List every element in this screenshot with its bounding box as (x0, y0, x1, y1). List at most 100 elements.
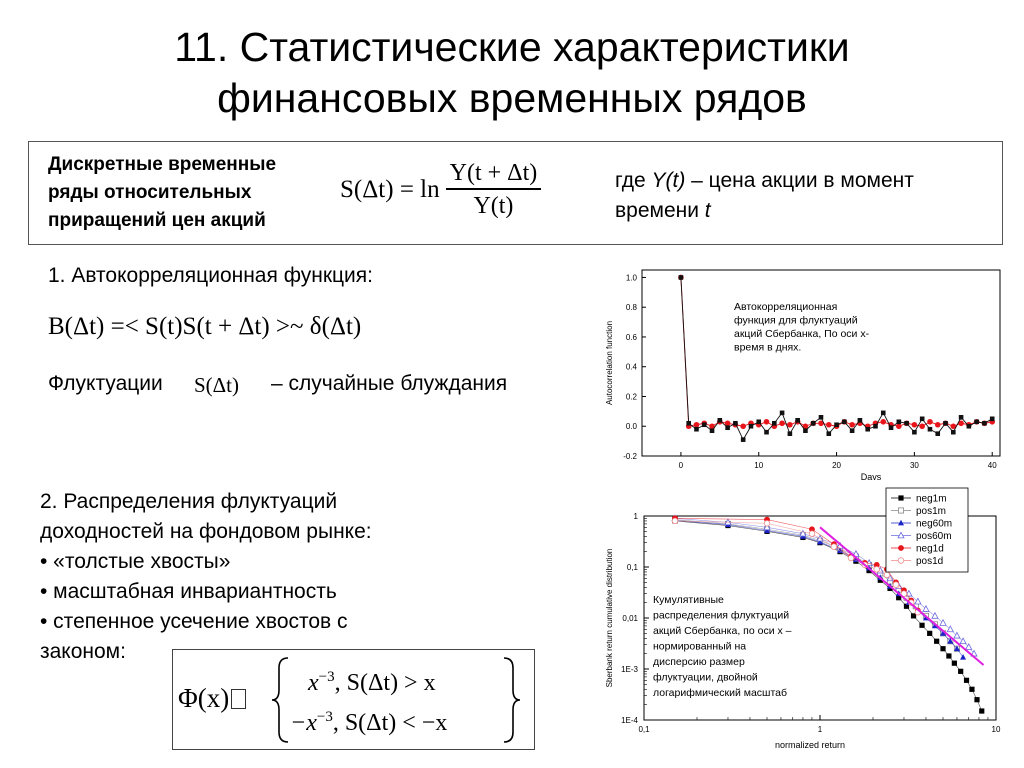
data-point-neg60m (960, 654, 967, 660)
x-tick-label: 0,1 (638, 725, 650, 734)
data-point-black (733, 420, 738, 426)
data-point-black (919, 416, 925, 422)
data-point-pos60m (922, 604, 930, 612)
data-point-red (724, 420, 731, 427)
y-tick-label: 1 (634, 512, 639, 521)
data-point-black (686, 420, 691, 426)
data-point-pos1d (808, 530, 816, 537)
case-2-condition: , S(Δt) < −x (332, 710, 448, 736)
data-point-neg60m (931, 622, 938, 629)
distribution-text: 2. Распределения флуктуаций доходностей … (40, 487, 372, 667)
annotation-background (650, 589, 850, 707)
data-point-black (958, 415, 964, 420)
data-point-neg1m (896, 595, 902, 601)
x-tick-label: 1 (818, 725, 823, 734)
bullet-power-truncation: • степенное усечение хвостов с (40, 610, 348, 633)
data-point-pos60m (953, 631, 961, 639)
price-definition-text: где (615, 169, 652, 192)
case-1-condition: , S(Δt) > x (334, 670, 436, 696)
legend-marker (897, 531, 905, 539)
data-point-black (756, 419, 762, 425)
data-point-black (787, 431, 793, 436)
chart-annotation-line: распределения флуктуаций (653, 610, 789, 622)
legend-label: neg1d (916, 544, 944, 555)
data-point-red (950, 423, 957, 430)
data-point-red (763, 418, 770, 425)
legend-label: pos1d (916, 556, 943, 567)
fraction-bar (445, 188, 542, 190)
random-walk-text: – случайные блуждания (271, 372, 508, 395)
distribution-heading-line: доходностей на фондовом рынке: (40, 520, 372, 543)
data-point-red (911, 421, 918, 428)
data-point-pos60m (965, 642, 973, 650)
x-axis-label: Days (861, 472, 882, 480)
time-variable: t (704, 199, 711, 222)
data-point-pos60m (959, 637, 967, 645)
data-point-black (826, 431, 832, 436)
left-brace (271, 657, 289, 743)
legend-label: pos1m (916, 506, 946, 517)
data-point-neg1m (934, 638, 940, 644)
data-point-neg1m (927, 630, 933, 636)
data-point-black (810, 420, 816, 426)
data-point-red (825, 421, 832, 428)
case-2-exponent: −3 (316, 709, 333, 725)
autocorrelation-formula: B(Δt) =< S(t)S(t + Δt) >~ δ(Δt) (48, 313, 362, 340)
data-point-neg1d (873, 561, 880, 568)
data-point-neg1m (910, 613, 917, 619)
returns-formula: S(Δt) = ln Y(t + Δt) Y(t) (340, 150, 542, 230)
y-tick-label: 0.0 (626, 422, 638, 431)
data-point-red (919, 423, 925, 430)
chart-annotation-line: акций Сбербанка, по оси х – (653, 625, 792, 637)
price-definition-line-1: где Y(t) – цена акции в момент (615, 166, 914, 196)
distribution-heading-line: 2. Распределения флуктуаций (40, 490, 338, 513)
y-axis-label: Autocorrelation function (605, 321, 614, 405)
x-axis-label: normalized return (775, 740, 845, 750)
y-tick-label: 0.6 (626, 333, 638, 342)
data-point-red (896, 423, 902, 430)
chart-annotation-line: логарифмический масштаб (653, 687, 787, 699)
data-point-pos1d (763, 520, 771, 527)
data-point-neg60m (953, 645, 960, 652)
data-point-red (709, 423, 715, 430)
case-2-expression: −x (290, 710, 317, 736)
distribution-law-label: законом: (40, 640, 126, 663)
autocorrelation-chart: -0.2 0.0 0.2 0.4 0.6 0.8 1.0 0 10 20 30 40 Autocorre… (605, 269, 1001, 480)
chart-annotation-line: флуктуации, двойной (653, 672, 758, 684)
data-point-black (795, 417, 800, 423)
legend-marker (897, 557, 905, 564)
data-point-neg1m (979, 708, 985, 714)
data-point-red (740, 423, 746, 430)
price-definition: где Y(t) – цена акции в момент времени t (615, 166, 914, 226)
data-point-black (982, 420, 987, 426)
chart-annotation-line: дисперсию размер (653, 656, 745, 668)
fluctuation-label: Флуктуации (48, 372, 163, 395)
data-point-red (818, 420, 824, 427)
slide-title-line-1: 11. Статистические характеристики (174, 24, 850, 70)
data-point-black (764, 429, 769, 435)
legend-label: pos60m (916, 531, 952, 542)
data-point-black (857, 417, 863, 423)
data-point-black (935, 431, 941, 436)
chart-annotation-line: Автокорреляционная (734, 301, 837, 313)
data-point-pos1d (883, 571, 891, 579)
data-point-black (974, 419, 979, 425)
data-point-black (880, 410, 886, 416)
data-point-black (694, 426, 699, 432)
autocorrelation-heading: 1. Автокорреляционная функция: (48, 264, 373, 287)
data-point-red (802, 423, 809, 430)
case-1-exponent: −3 (318, 669, 335, 685)
data-point-black (709, 428, 715, 434)
data-point-pos1d (671, 517, 679, 525)
data-point-black (772, 420, 777, 426)
bullet-fat-tails: • «толстые хвосты» (40, 550, 231, 573)
y-tick-label: 0.4 (626, 363, 638, 372)
data-point-black (927, 426, 933, 432)
definition-label-line: приращений цен акций (48, 210, 266, 231)
price-definition-text: – цена акции в момент (685, 169, 914, 192)
legend-marker (898, 519, 904, 526)
legend-label: neg60m (916, 519, 952, 530)
data-point-black (989, 416, 995, 422)
power-law-case-2: −x−3, S(Δt) < −x (290, 709, 447, 737)
price-definition-line-2: времени t (615, 196, 914, 226)
